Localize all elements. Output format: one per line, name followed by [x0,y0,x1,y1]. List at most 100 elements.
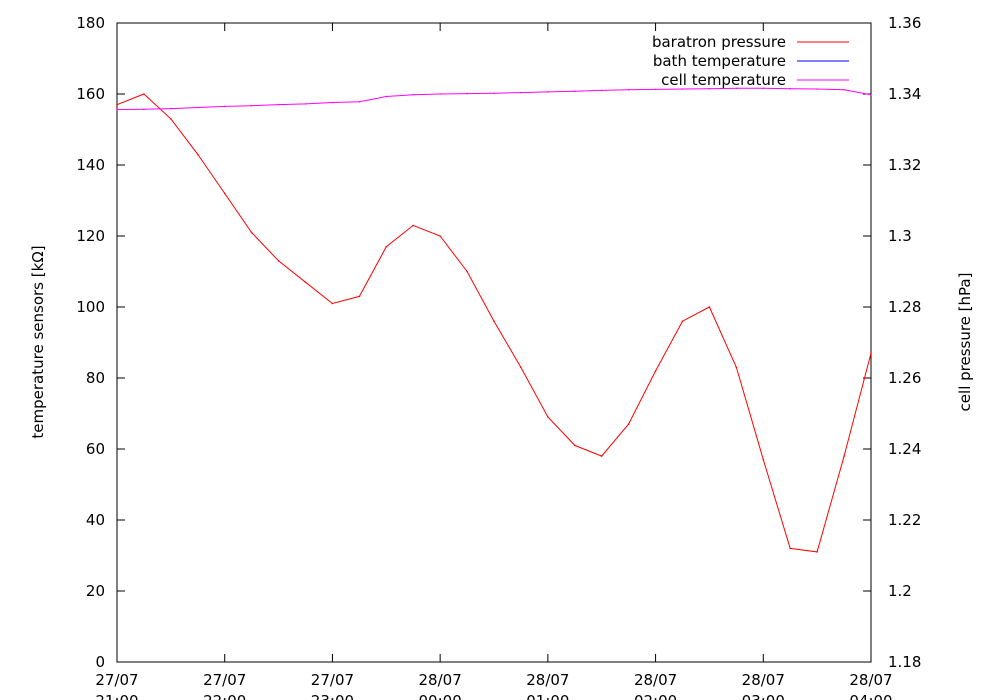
data-point-0 [250,231,253,234]
y-tick-label: 180 [76,14,105,32]
data-point-0 [304,281,307,284]
x-tick-label-time: 21:00 [95,692,138,700]
data-point-0 [277,260,280,262]
data-point-2 [600,89,603,92]
data-point-2 [870,93,872,96]
data-point-2 [789,87,791,90]
data-point-0 [520,366,522,369]
x-tick-label-date: 27/07 [95,671,138,689]
data-point-2 [520,91,522,94]
x-tick-label-date: 27/07 [203,671,246,689]
y2-tick-label: 1.34 [888,85,921,103]
y2-axis-ticks: 1.18 1.2 1.22 1.24 1.26 1.28 1.3 1.32 1.34 1.36 [888,14,921,671]
data-point-0 [654,370,657,372]
data-point-2 [304,103,307,105]
x-tick-label-date: 28/07 [634,671,677,689]
y-axis-ticks: 0 20 40 60 80 100 120 140 160 180 [76,14,871,671]
y-tick-label: 140 [76,156,105,174]
data-point-2 [223,105,226,108]
data-point-2 [412,93,415,96]
y2-tick-label: 1.32 [888,156,921,174]
data-point-0 [600,455,603,457]
y2-tick-label: 1.36 [888,14,921,32]
y2-tick-label: 1.22 [888,511,921,529]
data-point-0 [762,458,765,461]
y-axis-label: temperature sensors [kΩ] [29,245,47,438]
y2-tick-label: 1.2 [888,582,912,600]
data-point-0 [681,320,684,323]
x-tick-label-time: 00:00 [419,692,462,700]
y2-tick-label: 1.26 [888,369,921,387]
x-tick-label-date: 28/07 [849,671,892,689]
legend-label: cell temperature [661,71,786,89]
legend-label: bath temperature [653,52,786,70]
x-tick-label-date: 27/07 [311,671,354,689]
data-point-0 [816,551,818,553]
data-point-0 [116,103,118,106]
data-point-2 [843,88,845,91]
data-point-2 [681,88,684,90]
legend-label: baratron pressure [652,33,786,51]
y-tick-label: 60 [86,440,105,458]
data-point-2 [250,104,253,107]
y-tick-label: 0 [95,653,105,671]
y-tick-label: 40 [86,511,105,529]
x-tick-label-time: 01:00 [526,692,569,700]
data-point-0 [439,235,441,237]
data-point-2 [547,91,549,93]
data-point-0 [574,444,576,447]
series-lines [116,87,872,553]
x-tick-label-time: 04:00 [849,692,892,700]
series-line-2 [116,87,872,111]
y2-tick-label: 1.28 [888,298,921,316]
data-point-0 [331,302,334,305]
data-point-0 [870,352,872,355]
data-point-0 [466,270,468,273]
data-point-2 [143,108,145,111]
data-point-2 [439,93,441,95]
data-point-0 [789,547,791,550]
y-tick-label: 80 [86,369,105,387]
x-tick-label-date: 28/07 [419,671,462,689]
data-point-2 [170,107,172,110]
data-point-0 [735,366,738,369]
x-tick-label-time: 22:00 [203,692,246,700]
data-point-2 [816,88,818,90]
x-axis-ticks: 27/07 21:00 27/07 22:00 27/07 23:00 28/07 00:00… [95,23,893,700]
data-point-0 [385,245,388,248]
series-line-0 [116,93,872,553]
data-point-0 [708,306,711,308]
x-tick-label-time: 03:00 [742,692,785,700]
data-point-0 [412,224,415,227]
y-tick-label: 120 [76,227,105,245]
data-point-0 [223,192,226,195]
y2-tick-label: 1.18 [888,653,921,671]
y2-axis-label: cell pressure [hPa] [956,273,974,412]
x-tick-label-date: 28/07 [742,671,785,689]
x-tick-label-date: 28/07 [526,671,569,689]
data-point-0 [170,118,172,120]
data-point-0 [493,320,495,323]
data-point-2 [197,106,199,109]
data-point-2 [385,95,388,98]
data-point-2 [627,88,630,91]
data-point-2 [277,103,280,106]
data-point-2 [735,87,738,90]
data-point-2 [493,92,495,95]
y-tick-label: 20 [86,582,105,600]
data-point-2 [116,108,118,111]
plot-frame [116,22,872,663]
data-point-2 [331,101,334,104]
data-point-0 [358,295,361,298]
data-point-0 [627,423,630,425]
data-point-0 [197,153,199,156]
y-tick-label: 100 [76,298,105,316]
data-point-2 [574,90,576,92]
data-point-2 [762,87,765,90]
data-point-0 [143,93,145,95]
y2-tick-label: 1.24 [888,440,921,458]
data-point-2 [654,88,657,91]
y-tick-label: 160 [76,85,105,103]
